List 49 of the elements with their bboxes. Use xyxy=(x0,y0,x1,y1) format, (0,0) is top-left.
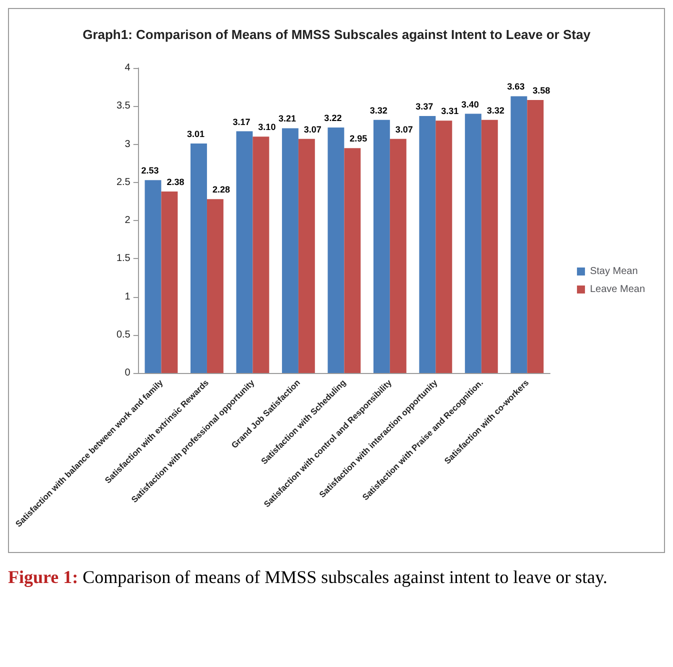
y-tick-label: 2.5 xyxy=(116,176,131,188)
y-tick-label: 1 xyxy=(124,291,131,302)
bar xyxy=(527,100,544,373)
bar xyxy=(390,138,406,373)
bar xyxy=(436,120,452,373)
chart-title: Graph1: Comparison of Means of MMSS Subscales against Intent to Leave or Stay xyxy=(82,27,592,42)
bar xyxy=(252,136,270,373)
data-label: 3.37 xyxy=(416,102,434,112)
bar xyxy=(282,128,298,373)
y-tick-label: 4 xyxy=(124,62,131,74)
bar xyxy=(419,116,436,373)
y-tick-label: 0.5 xyxy=(116,329,131,340)
data-label: 3.32 xyxy=(370,105,388,116)
data-label: 3.63 xyxy=(507,82,525,92)
data-label: 3.01 xyxy=(186,128,205,139)
data-label: 3.31 xyxy=(441,106,459,116)
data-label: 3.17 xyxy=(232,116,250,127)
bar xyxy=(161,192,178,373)
bar xyxy=(190,143,207,373)
bar xyxy=(298,138,315,373)
bar xyxy=(373,120,390,373)
data-label: 2.53 xyxy=(141,166,159,176)
bar xyxy=(236,131,253,373)
data-label: 3.22 xyxy=(324,112,342,123)
legend-label: Leave Mean xyxy=(590,284,646,295)
data-label: 3.07 xyxy=(304,124,322,134)
bar xyxy=(328,127,344,373)
y-tick-label: 3 xyxy=(124,138,131,150)
data-label: 2.28 xyxy=(212,184,230,195)
y-tick-label: 3.5 xyxy=(116,100,131,112)
y-tick-label: 0 xyxy=(124,368,131,378)
y-tick-label: 2 xyxy=(124,215,131,226)
y-tick-label: 1.5 xyxy=(116,253,131,264)
data-label: 3.10 xyxy=(258,122,276,132)
data-label: 3.32 xyxy=(486,105,504,116)
bar xyxy=(510,96,528,373)
bar xyxy=(344,148,361,373)
bar xyxy=(464,114,482,373)
data-label: 3.58 xyxy=(532,86,550,96)
bar xyxy=(144,180,162,373)
bar xyxy=(206,199,224,373)
data-label: 3.21 xyxy=(278,114,296,124)
data-label: 2.38 xyxy=(166,177,184,188)
data-label: 3.40 xyxy=(461,99,479,110)
caption: Figure 1: Comparison of means of MMSS subscales against intent to leave or stay. xyxy=(8,566,608,589)
data-label: 3.07 xyxy=(395,124,413,134)
bar xyxy=(481,120,498,373)
legend-label: Stay Mean xyxy=(590,266,638,277)
data-label: 2.95 xyxy=(350,134,368,144)
